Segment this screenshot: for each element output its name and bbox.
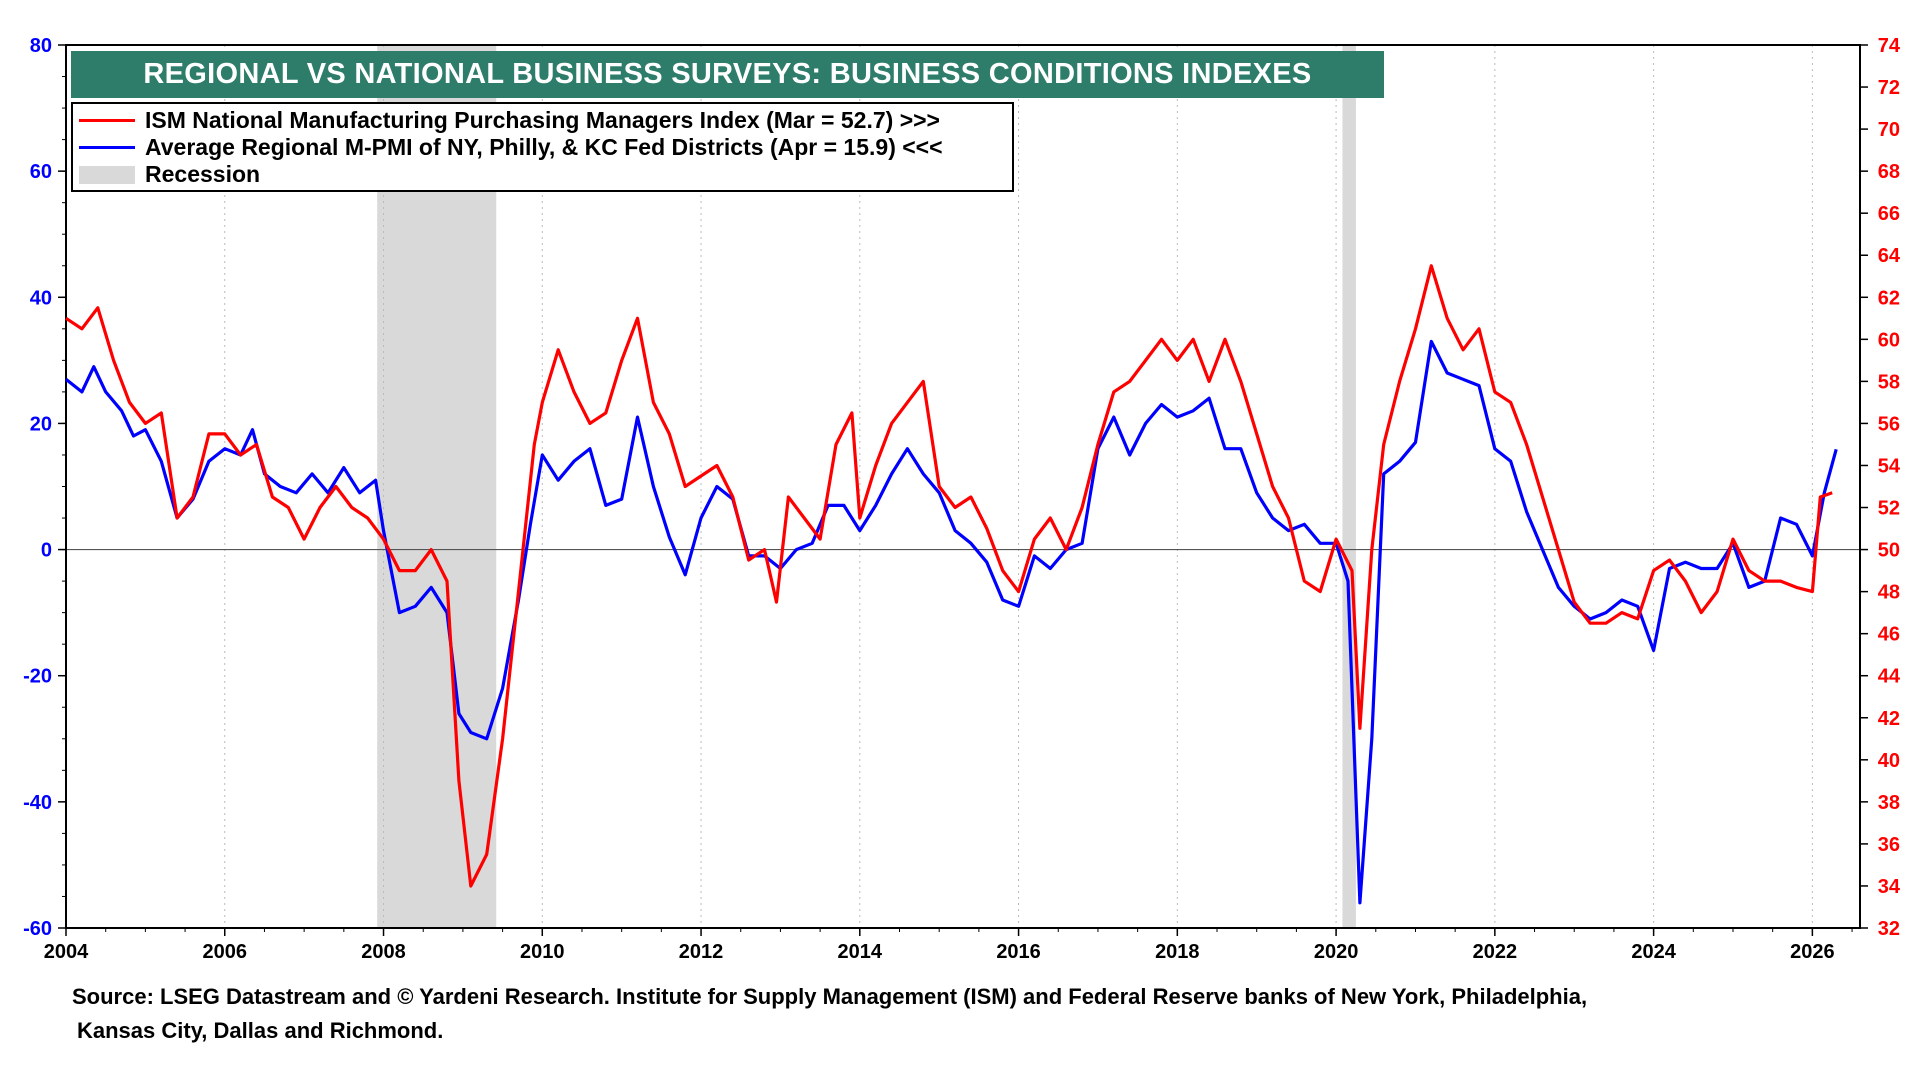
right-tick-label-42: 42 [1878,708,1900,730]
right-tick-label-32: 32 [1878,918,1900,940]
source-line-2: Kansas City, Dallas and Richmond. [77,1018,444,1043]
left-tick-label-80: 80 [30,35,52,57]
left-tick-label--40: -40 [23,792,52,814]
right-tick-label-52: 52 [1878,498,1900,520]
right-tick-label-56: 56 [1878,413,1900,435]
right-tick-label-54: 54 [1878,455,1901,477]
right-tick-label-68: 68 [1878,161,1900,183]
source-note: Source: LSEG Datastream and © Yardeni Re… [72,980,1892,1048]
left-tick-label--60: -60 [23,918,52,940]
series-line-ism [65,264,1833,888]
x-tick-label-2016: 2016 [996,941,1041,963]
x-tick-label-2006: 2006 [203,941,248,963]
legend-label-ism: ISM National Manufacturing Purchasing Ma… [145,107,940,133]
legend-label-regional: Average Regional M-PMI of NY, Philly, & … [145,134,943,160]
right-tick-label-72: 72 [1878,77,1900,99]
x-tick-label-2020: 2020 [1314,941,1359,963]
right-tick-label-38: 38 [1878,792,1900,814]
right-tick-label-34: 34 [1878,876,1901,898]
x-tick-label-2026: 2026 [1790,941,1835,963]
x-tick-label-2010: 2010 [520,941,565,963]
left-tick-label-0: 0 [41,540,52,562]
right-tick-label-36: 36 [1878,834,1900,856]
right-tick-label-66: 66 [1878,203,1900,225]
x-tick-label-2014: 2014 [838,941,883,963]
legend-item-regional: Average Regional M-PMI of NY, Philly, & … [79,134,1012,161]
legend-item-ism: ISM National Manufacturing Purchasing Ma… [79,107,1012,134]
series-line-regional [65,339,1838,905]
right-tick-label-62: 62 [1878,287,1900,309]
recession-band-0 [377,45,497,928]
left-tick-label-20: 20 [30,413,52,435]
legend-item-recession: Recession [79,161,1012,188]
recession-band-1 [1342,45,1356,928]
left-tick-label--20: -20 [23,666,52,688]
legend-label-recession: Recession [145,161,261,187]
right-tick-label-48: 48 [1878,582,1900,604]
x-tick-label-2004: 2004 [44,941,89,963]
x-tick-label-2008: 2008 [361,941,406,963]
left-tick-label-40: 40 [30,287,52,309]
legend-swatch-ism [79,119,135,122]
right-tick-label-40: 40 [1878,750,1900,772]
source-line-1: Source: LSEG Datastream and © Yardeni Re… [72,984,1588,1009]
right-tick-label-58: 58 [1878,371,1900,393]
legend-swatch-regional [79,146,135,149]
right-tick-label-46: 46 [1878,624,1900,646]
right-tick-label-70: 70 [1878,119,1900,141]
legend-swatch-recession [79,165,135,184]
legend: ISM National Manufacturing Purchasing Ma… [71,102,1014,192]
chart-title: REGIONAL VS NATIONAL BUSINESS SURVEYS: B… [71,51,1384,98]
x-tick-label-2018: 2018 [1155,941,1200,963]
right-tick-label-74: 74 [1878,35,1901,57]
right-tick-label-44: 44 [1878,666,1901,688]
x-tick-label-2022: 2022 [1473,941,1518,963]
left-tick-label-60: 60 [30,161,52,183]
x-tick-label-2024: 2024 [1631,941,1676,963]
right-tick-label-50: 50 [1878,540,1900,562]
right-tick-label-64: 64 [1878,245,1901,267]
x-tick-label-2012: 2012 [679,941,724,963]
right-tick-label-60: 60 [1878,329,1900,351]
